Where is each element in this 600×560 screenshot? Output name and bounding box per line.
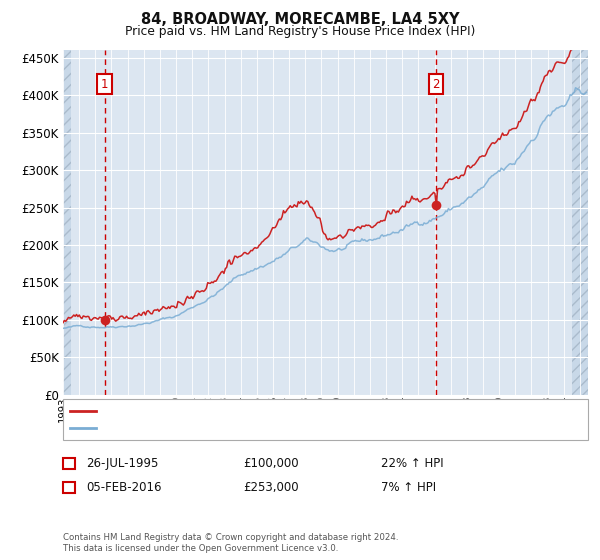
Text: 26-JUL-1995: 26-JUL-1995: [86, 457, 158, 470]
Text: 7% ↑ HPI: 7% ↑ HPI: [381, 480, 436, 494]
Text: Price paid vs. HM Land Registry's House Price Index (HPI): Price paid vs. HM Land Registry's House …: [125, 25, 475, 38]
Text: £253,000: £253,000: [243, 480, 299, 494]
Text: Contains HM Land Registry data © Crown copyright and database right 2024.
This d: Contains HM Land Registry data © Crown c…: [63, 533, 398, 553]
Text: 2: 2: [432, 78, 440, 91]
Bar: [572, 50, 588, 395]
Text: 1: 1: [101, 78, 108, 91]
Bar: [63, 50, 71, 395]
Text: 05-FEB-2016: 05-FEB-2016: [86, 480, 161, 494]
Text: HPI: Average price, detached house, Lancaster: HPI: Average price, detached house, Lanc…: [102, 423, 363, 433]
Text: 22% ↑ HPI: 22% ↑ HPI: [381, 457, 443, 470]
Text: 2: 2: [65, 480, 73, 494]
Text: 84, BROADWAY, MORECAMBE, LA4 5XY (detached house): 84, BROADWAY, MORECAMBE, LA4 5XY (detach…: [102, 405, 422, 416]
Text: 84, BROADWAY, MORECAMBE, LA4 5XY: 84, BROADWAY, MORECAMBE, LA4 5XY: [141, 12, 459, 27]
Text: £100,000: £100,000: [243, 457, 299, 470]
Text: 1: 1: [65, 457, 73, 470]
